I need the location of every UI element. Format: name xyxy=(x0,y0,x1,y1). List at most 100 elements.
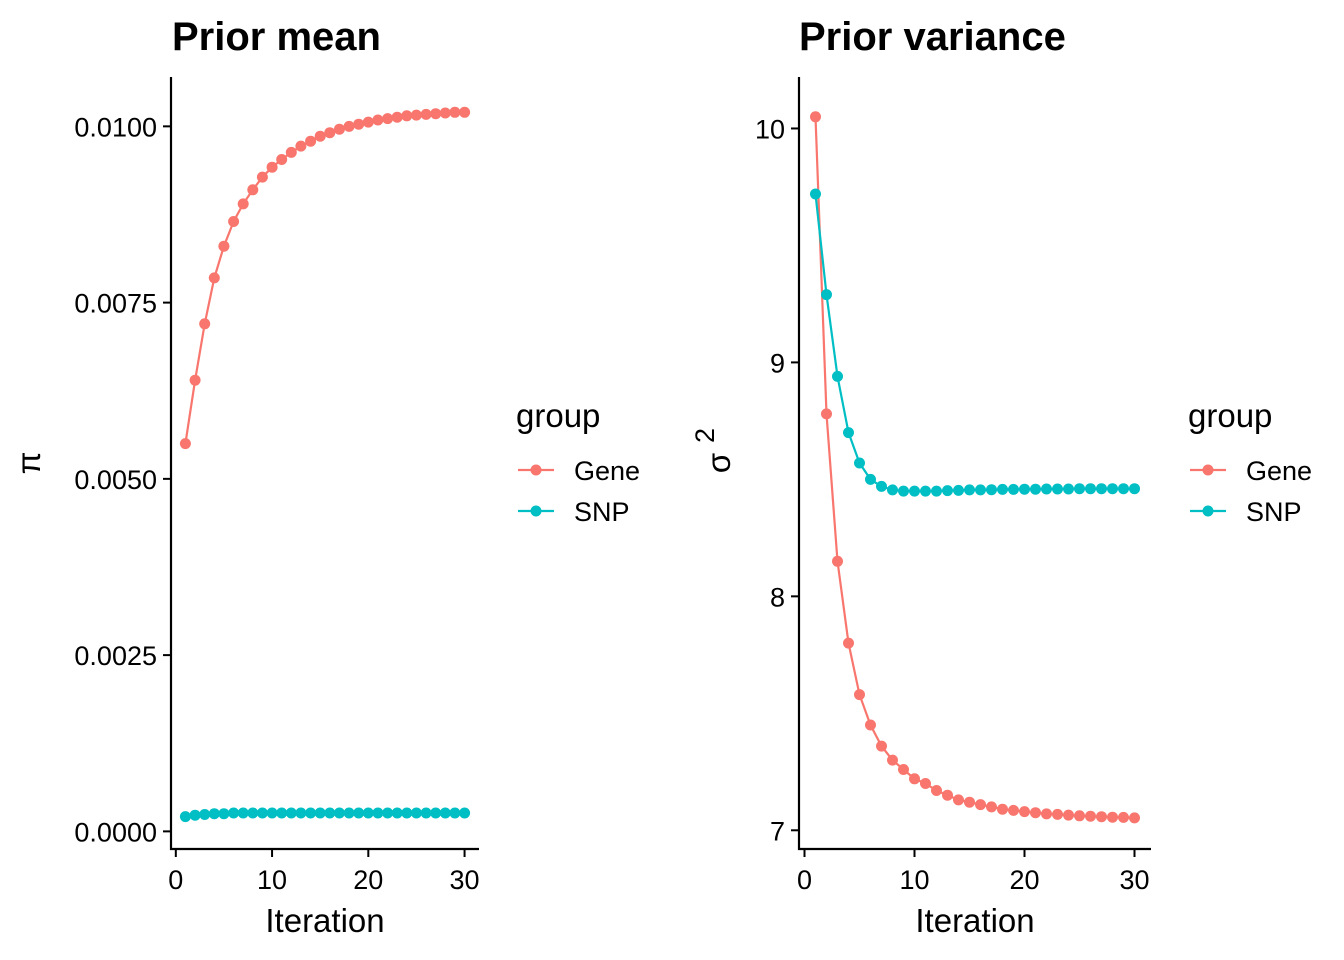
data-point-snp xyxy=(401,807,413,819)
data-point-snp xyxy=(865,473,876,485)
axis-lines xyxy=(797,77,1151,851)
legend-title: group xyxy=(516,397,600,434)
data-point-gene xyxy=(843,637,854,649)
data-point-snp xyxy=(931,485,942,497)
data-point-gene xyxy=(1129,812,1140,824)
data-point-gene xyxy=(953,794,964,806)
data-point-gene xyxy=(256,171,268,183)
y-tick-label: 9 xyxy=(770,348,785,378)
data-point-gene xyxy=(237,198,249,210)
data-point-gene xyxy=(324,127,336,139)
data-point-snp xyxy=(343,807,355,819)
data-point-snp xyxy=(266,807,278,819)
data-point-snp xyxy=(208,808,220,820)
data-point-gene xyxy=(439,107,451,119)
data-point-snp xyxy=(449,807,461,819)
y-tick-label: 0.0000 xyxy=(74,817,157,847)
y-tick-label: 0.0100 xyxy=(74,112,157,142)
data-point-snp xyxy=(953,484,964,496)
legend-key-point xyxy=(1202,505,1214,517)
data-point-snp xyxy=(1008,483,1019,495)
data-point-snp xyxy=(832,370,843,382)
data-point-snp xyxy=(353,807,365,819)
data-point-snp xyxy=(372,807,384,819)
data-point-gene xyxy=(898,764,909,775)
x-axis-title: Iteration xyxy=(265,902,384,939)
y-tick-label: 0.0075 xyxy=(74,289,157,319)
data-point-gene xyxy=(305,135,317,147)
data-point-gene xyxy=(285,146,297,158)
data-point-gene xyxy=(1008,804,1019,816)
data-point-snp xyxy=(247,807,259,819)
data-point-gene xyxy=(189,374,201,386)
data-point-gene xyxy=(1096,811,1107,823)
y-tick-label: 10 xyxy=(755,114,785,144)
y-axis-title-group: σ 2 xyxy=(690,428,737,473)
data-point-snp xyxy=(333,807,345,819)
data-point-snp xyxy=(324,807,336,819)
y-axis-title: σ xyxy=(700,453,737,473)
data-point-snp xyxy=(1129,483,1140,495)
data-point-gene xyxy=(821,408,832,420)
data-point-gene xyxy=(459,106,471,118)
data-point-snp xyxy=(920,485,931,497)
x-tick-label: 30 xyxy=(1119,865,1149,895)
data-point-gene xyxy=(362,116,374,128)
legend-key-point xyxy=(530,464,542,476)
data-point-snp xyxy=(256,807,268,819)
data-point-snp xyxy=(810,188,821,200)
data-point-snp xyxy=(1052,483,1063,495)
data-point-gene xyxy=(931,785,942,796)
chart-title: Prior variance xyxy=(799,15,1066,59)
data-point-gene xyxy=(420,108,432,120)
x-axis-title: Iteration xyxy=(915,902,1034,939)
data-point-gene xyxy=(218,240,230,252)
data-point-snp xyxy=(986,484,997,496)
y-tick-label: 8 xyxy=(770,582,785,612)
data-point-gene xyxy=(1041,808,1052,820)
data-point-gene xyxy=(975,799,986,811)
data-point-snp xyxy=(1041,483,1052,495)
x-tick-label: 30 xyxy=(450,865,480,895)
data-point-snp xyxy=(237,807,249,819)
data-point-gene xyxy=(1052,808,1063,820)
data-point-gene xyxy=(865,719,876,731)
data-point-snp xyxy=(410,807,422,819)
panel-prior-variance: Prior variance 0 10 20 30 7 8 9 10 Iteration σ … xyxy=(690,15,1312,939)
data-point-snp xyxy=(821,289,832,301)
data-point-snp xyxy=(439,807,451,819)
data-point-snp xyxy=(1030,483,1041,495)
data-point-snp xyxy=(305,807,317,819)
data-point-snp xyxy=(189,809,201,821)
data-point-gene xyxy=(333,123,345,135)
data-point-gene xyxy=(986,801,997,813)
data-point-gene xyxy=(391,111,403,123)
legend-key-point xyxy=(1202,464,1214,476)
data-point-snp xyxy=(942,485,953,497)
panel-prior-mean: Prior mean 0 10 20 30 0.0000 0.0025 0.0050 0.00… xyxy=(10,15,640,939)
y-tick-label: 0.0025 xyxy=(74,641,157,671)
axis-ticks: 0 10 20 30 7 8 9 10 xyxy=(755,114,1150,895)
data-point-gene xyxy=(832,555,843,567)
data-point-gene xyxy=(295,140,307,152)
x-tick-label: 20 xyxy=(1009,865,1039,895)
data-point-snp xyxy=(382,807,394,819)
data-point-gene xyxy=(1030,807,1041,819)
data-point-snp xyxy=(285,807,297,819)
legend-key-point xyxy=(530,505,542,517)
legend-label-snp: SNP xyxy=(574,497,630,527)
x-tick-label: 0 xyxy=(168,865,183,895)
series-line-gene xyxy=(184,111,465,444)
chart-title: Prior mean xyxy=(172,15,381,59)
data-point-snp xyxy=(997,483,1008,495)
legend-label-gene: Gene xyxy=(574,456,640,486)
data-point-snp xyxy=(1074,483,1085,495)
data-point-snp xyxy=(314,807,326,819)
legend-label-snp: SNP xyxy=(1246,497,1302,527)
data-point-snp xyxy=(1118,483,1129,495)
data-point-gene xyxy=(1074,810,1085,822)
data-point-gene xyxy=(854,689,865,701)
data-point-gene xyxy=(179,438,191,450)
data-point-gene xyxy=(353,118,365,130)
data-point-snp xyxy=(887,484,898,496)
